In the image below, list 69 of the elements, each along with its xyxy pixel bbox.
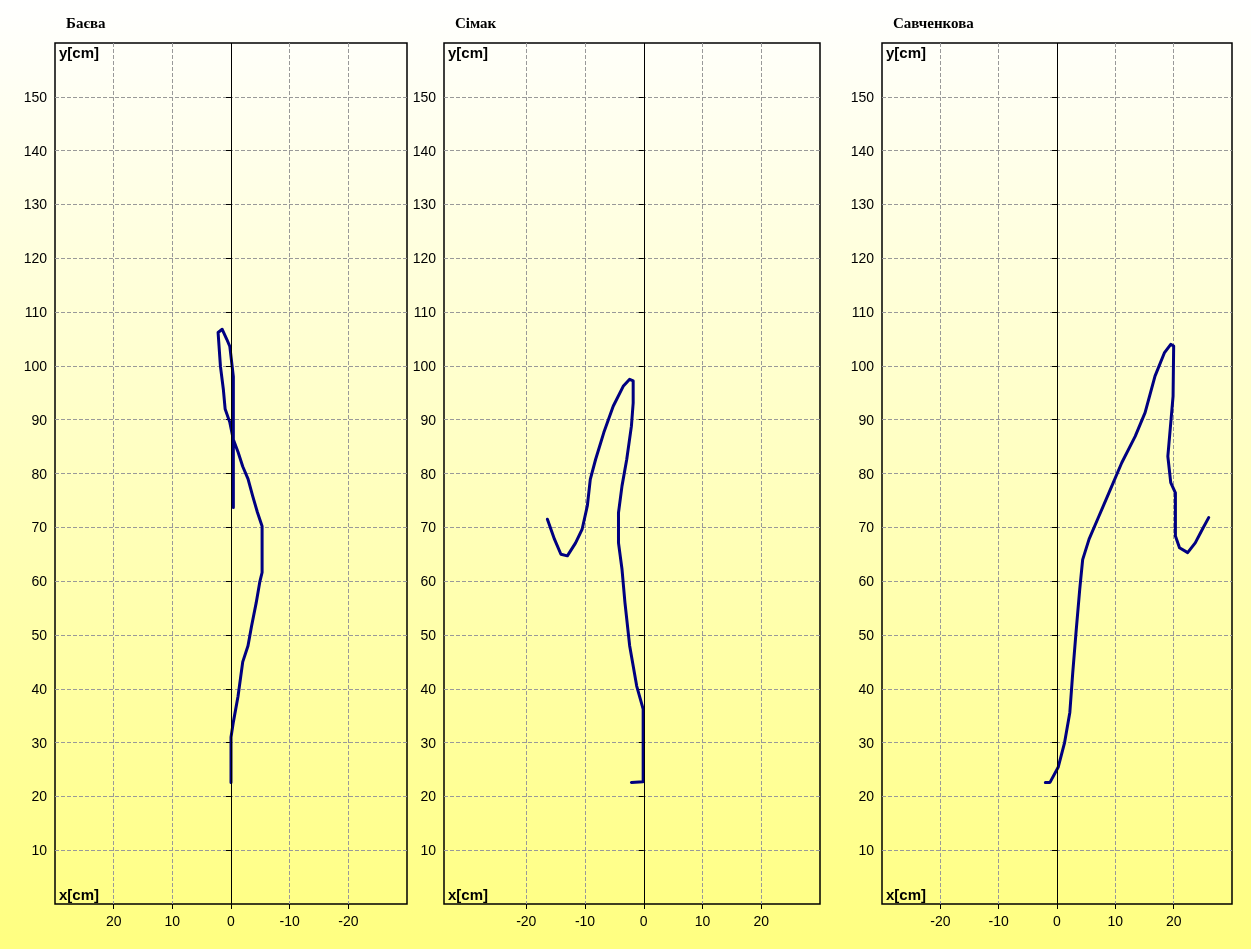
y-tick-label: 140 [412, 142, 437, 159]
y-tick-label: 20 [420, 788, 437, 805]
y-tick-label: 50 [420, 626, 437, 643]
x-axis-title: x[cm] [448, 886, 489, 903]
y-tick-label: 30 [31, 734, 48, 751]
x-tick-label: 0 [227, 913, 236, 929]
y-tick-label: 90 [31, 411, 48, 428]
x-tick-label: -20 [930, 913, 951, 929]
y-tick-label: 60 [420, 573, 437, 590]
x-tick-label: 20 [753, 913, 770, 929]
y-tick-label: 30 [420, 734, 437, 751]
x-tick-label: 0 [1053, 913, 1062, 929]
x-tick-label: 10 [164, 913, 181, 929]
chart-title: Савченкова [893, 14, 975, 31]
x-tick-label: -20 [516, 913, 537, 929]
x-tick-label: 20 [1165, 913, 1182, 929]
y-tick-label: 50 [31, 626, 48, 643]
chart-title: Сімак [455, 14, 497, 31]
y-tick-label: 90 [420, 411, 437, 428]
y-tick-label: 100 [850, 357, 875, 374]
y-tick-label: 40 [858, 680, 875, 697]
x-tick-label: 20 [105, 913, 122, 929]
x-axis-title: x[cm] [886, 886, 927, 903]
y-tick-label: 110 [24, 304, 48, 321]
y-tick-label: 90 [858, 411, 875, 428]
y-tick-label: 150 [412, 88, 437, 105]
y-tick-label: 60 [31, 573, 48, 590]
x-tick-label: 0 [639, 913, 648, 929]
y-axis-title: y[cm] [886, 44, 927, 61]
y-tick-label: 20 [31, 788, 48, 805]
y-tick-label: 80 [420, 465, 437, 482]
x-tick-label: 10 [1107, 913, 1124, 929]
y-tick-label: 80 [31, 465, 48, 482]
y-tick-label: 70 [858, 519, 875, 536]
x-axis-title: x[cm] [59, 886, 100, 903]
x-tick-label: 10 [694, 913, 711, 929]
y-tick-label: 100 [23, 357, 48, 374]
y-tick-label: 30 [858, 734, 875, 751]
y-tick-label: 130 [23, 196, 48, 213]
y-tick-label: 80 [858, 465, 875, 482]
y-tick-label: 150 [850, 88, 875, 105]
y-tick-label: 100 [412, 357, 437, 374]
y-tick-label: 10 [420, 842, 437, 859]
x-tick-label: -10 [279, 913, 300, 929]
y-tick-label: 150 [23, 88, 48, 105]
x-tick-label: -10 [574, 913, 596, 929]
y-axis-title: y[cm] [59, 44, 100, 61]
y-tick-label: 10 [31, 842, 48, 859]
y-tick-label: 140 [850, 142, 875, 159]
y-tick-label: 10 [858, 842, 875, 859]
y-tick-label: 130 [412, 196, 437, 213]
x-tick-label: -10 [988, 913, 1009, 929]
x-tick-label: -20 [338, 913, 359, 929]
y-tick-label: 120 [850, 250, 875, 267]
y-tick-label: 110 [851, 304, 875, 321]
y-tick-label: 110 [413, 304, 437, 321]
y-tick-label: 120 [23, 250, 48, 267]
y-tick-label: 130 [850, 196, 875, 213]
y-axis-title: y[cm] [448, 44, 489, 61]
y-tick-label: 60 [858, 573, 875, 590]
y-tick-label: 70 [31, 519, 48, 536]
y-tick-label: 70 [420, 519, 437, 536]
y-tick-label: 40 [420, 680, 437, 697]
y-tick-label: 140 [23, 142, 48, 159]
y-tick-label: 20 [858, 788, 875, 805]
y-tick-label: 50 [858, 626, 875, 643]
chart-title: Баєва [66, 14, 106, 31]
y-tick-label: 120 [412, 250, 437, 267]
y-tick-label: 40 [31, 680, 48, 697]
